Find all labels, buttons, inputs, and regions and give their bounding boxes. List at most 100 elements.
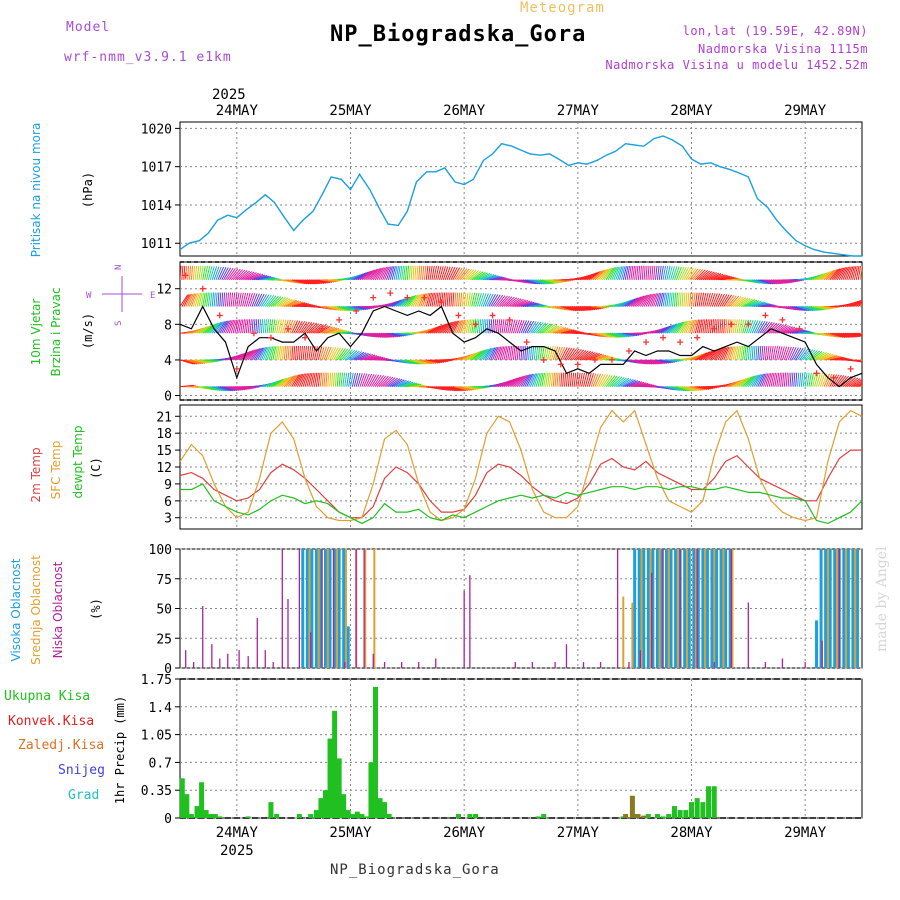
- wind-barb: [626, 265, 631, 280]
- wind-barb: [232, 292, 236, 307]
- temp-line-0: [179, 449, 862, 519]
- wind-barb: [801, 306, 815, 312]
- wind-barb: [495, 295, 506, 307]
- wind-barb: [196, 292, 202, 307]
- wind-barb: [685, 386, 700, 391]
- wind-barb: [217, 292, 220, 307]
- wind-barb: [818, 353, 832, 361]
- wind-barb: [802, 349, 814, 361]
- wind-barb: [744, 375, 755, 387]
- precip-bar: [194, 806, 200, 818]
- wind-barb: [180, 359, 194, 365]
- wind-barb: [285, 300, 300, 307]
- wind-barb: [211, 322, 222, 334]
- wind-panel: 0 4 8 12 (m/s) W E N S: [81, 261, 863, 405]
- wind-barb: [511, 298, 524, 307]
- precip-ytick-label: 1.05: [141, 729, 172, 744]
- wind-barb: [296, 373, 304, 387]
- wind-barb: [675, 321, 685, 334]
- wind-barb: [509, 319, 514, 334]
- wind-barb: [753, 345, 756, 360]
- wind-barb: [298, 321, 308, 334]
- wind-barb: [812, 372, 817, 387]
- precip-bar: [203, 810, 209, 818]
- wind-barb: [715, 319, 718, 334]
- precip-bar: [208, 814, 214, 818]
- wind-barb: [842, 332, 857, 338]
- wind-barb: [554, 372, 557, 387]
- wind-barb: [569, 348, 580, 361]
- cloud-ytick-label: 50: [156, 603, 172, 618]
- wind-barb: [592, 270, 604, 281]
- wind-barb: [531, 321, 542, 334]
- bottom-day-label: 28MAY: [670, 825, 713, 841]
- wind-barb: [772, 372, 777, 387]
- wind-barb: [774, 372, 778, 387]
- wind-barb: [846, 266, 852, 280]
- wind-barb: [255, 293, 263, 307]
- wind-barb: [827, 269, 838, 281]
- wind-barb: [761, 279, 776, 285]
- wind-barb: [484, 347, 493, 361]
- wind-barb: [759, 279, 774, 285]
- wind-barb: [418, 265, 421, 280]
- wind-barb: [780, 326, 794, 334]
- wind-barb: [365, 355, 380, 361]
- wind-barb: [766, 373, 772, 387]
- wind-barb: [570, 306, 584, 312]
- wind-barb: [613, 376, 625, 388]
- precip-side-label-3: Snijeg: [58, 763, 105, 778]
- wind-barb: [215, 292, 218, 307]
- wind-barb: [255, 275, 270, 281]
- frozen-bar: [629, 795, 635, 818]
- wind-barb: [740, 346, 744, 361]
- wind-barb: [781, 372, 785, 387]
- wind-barb: [753, 320, 761, 334]
- wind-barb: [857, 265, 862, 280]
- wind-barb: [274, 319, 278, 334]
- gust-marker: [506, 316, 513, 323]
- precip-bar: [268, 802, 274, 818]
- wind-barb: [363, 373, 370, 387]
- wind-barb: [295, 345, 298, 360]
- wind-barb: [734, 378, 747, 388]
- wind-barb: [560, 372, 563, 387]
- wind-barb: [493, 319, 497, 334]
- wind-ytick-label: 8: [164, 318, 172, 333]
- wind-barb: [401, 382, 416, 388]
- wind-barb: [361, 270, 373, 281]
- wind-barb: [520, 301, 535, 307]
- wind-barb: [457, 292, 461, 307]
- wind-barb: [615, 377, 627, 388]
- wind-barb: [641, 265, 644, 280]
- wind-barb: [465, 269, 477, 281]
- wind-barb: [446, 386, 461, 392]
- wind-barb: [332, 372, 335, 387]
- top-day-label: 27MAY: [557, 103, 600, 119]
- pressure-line: [179, 135, 862, 257]
- bottom-day-label: 27MAY: [557, 825, 600, 841]
- wind-barb: [202, 265, 206, 280]
- wind-barb: [416, 359, 431, 365]
- pressure-ytick-label: 1020: [141, 122, 172, 137]
- wind-barb: [628, 265, 632, 280]
- wind-barb: [183, 359, 198, 365]
- wind-barb: [282, 299, 295, 307]
- gust-marker: [250, 330, 257, 337]
- wind-barb: [800, 348, 811, 361]
- wind-barb: [226, 319, 233, 334]
- wind-barb: [803, 306, 817, 311]
- wind-barb: [213, 321, 223, 334]
- wind-barb: [823, 373, 831, 387]
- wind-barb: [700, 350, 713, 361]
- wind-barb: [604, 332, 618, 338]
- wind-barb: [276, 346, 280, 361]
- wind-barb: [281, 376, 293, 387]
- wind-barb: [355, 271, 369, 281]
- wind-barb: [249, 273, 264, 281]
- wind-barb: [482, 274, 497, 281]
- wind-barb: [374, 267, 383, 281]
- wind-barb: [584, 372, 590, 387]
- wind-barb: [848, 378, 861, 388]
- wind-barb: [439, 266, 444, 280]
